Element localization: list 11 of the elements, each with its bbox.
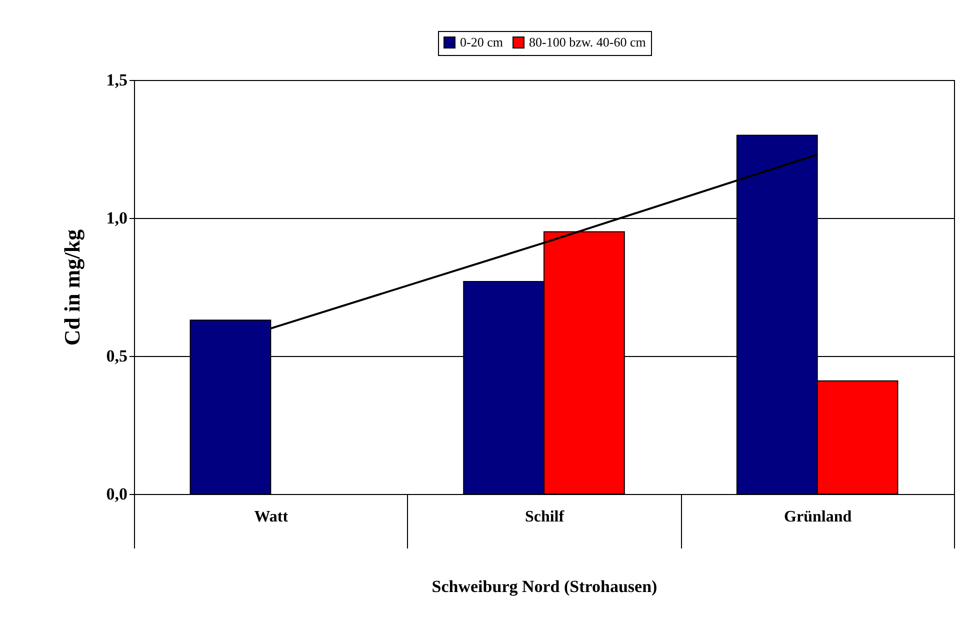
legend-label: 0-20 cm	[460, 34, 503, 50]
x-axis-title: Schweiburg Nord (Strohausen)	[432, 577, 658, 596]
y-tick-label: 0,5	[106, 346, 128, 366]
x-tick-label: Schilf	[524, 508, 565, 526]
y-tick-label: 0,0	[106, 484, 128, 504]
x-tick-label: Watt	[254, 508, 289, 526]
y-axis-title: Cd in mg/kg	[59, 229, 84, 346]
legend-label: 80-100 bzw. 40-60 cm	[529, 34, 646, 50]
y-tick-label: 1,0	[106, 208, 128, 228]
x-tick-label: Grünland	[784, 508, 852, 526]
y-tick-label: 1,5	[106, 70, 128, 90]
